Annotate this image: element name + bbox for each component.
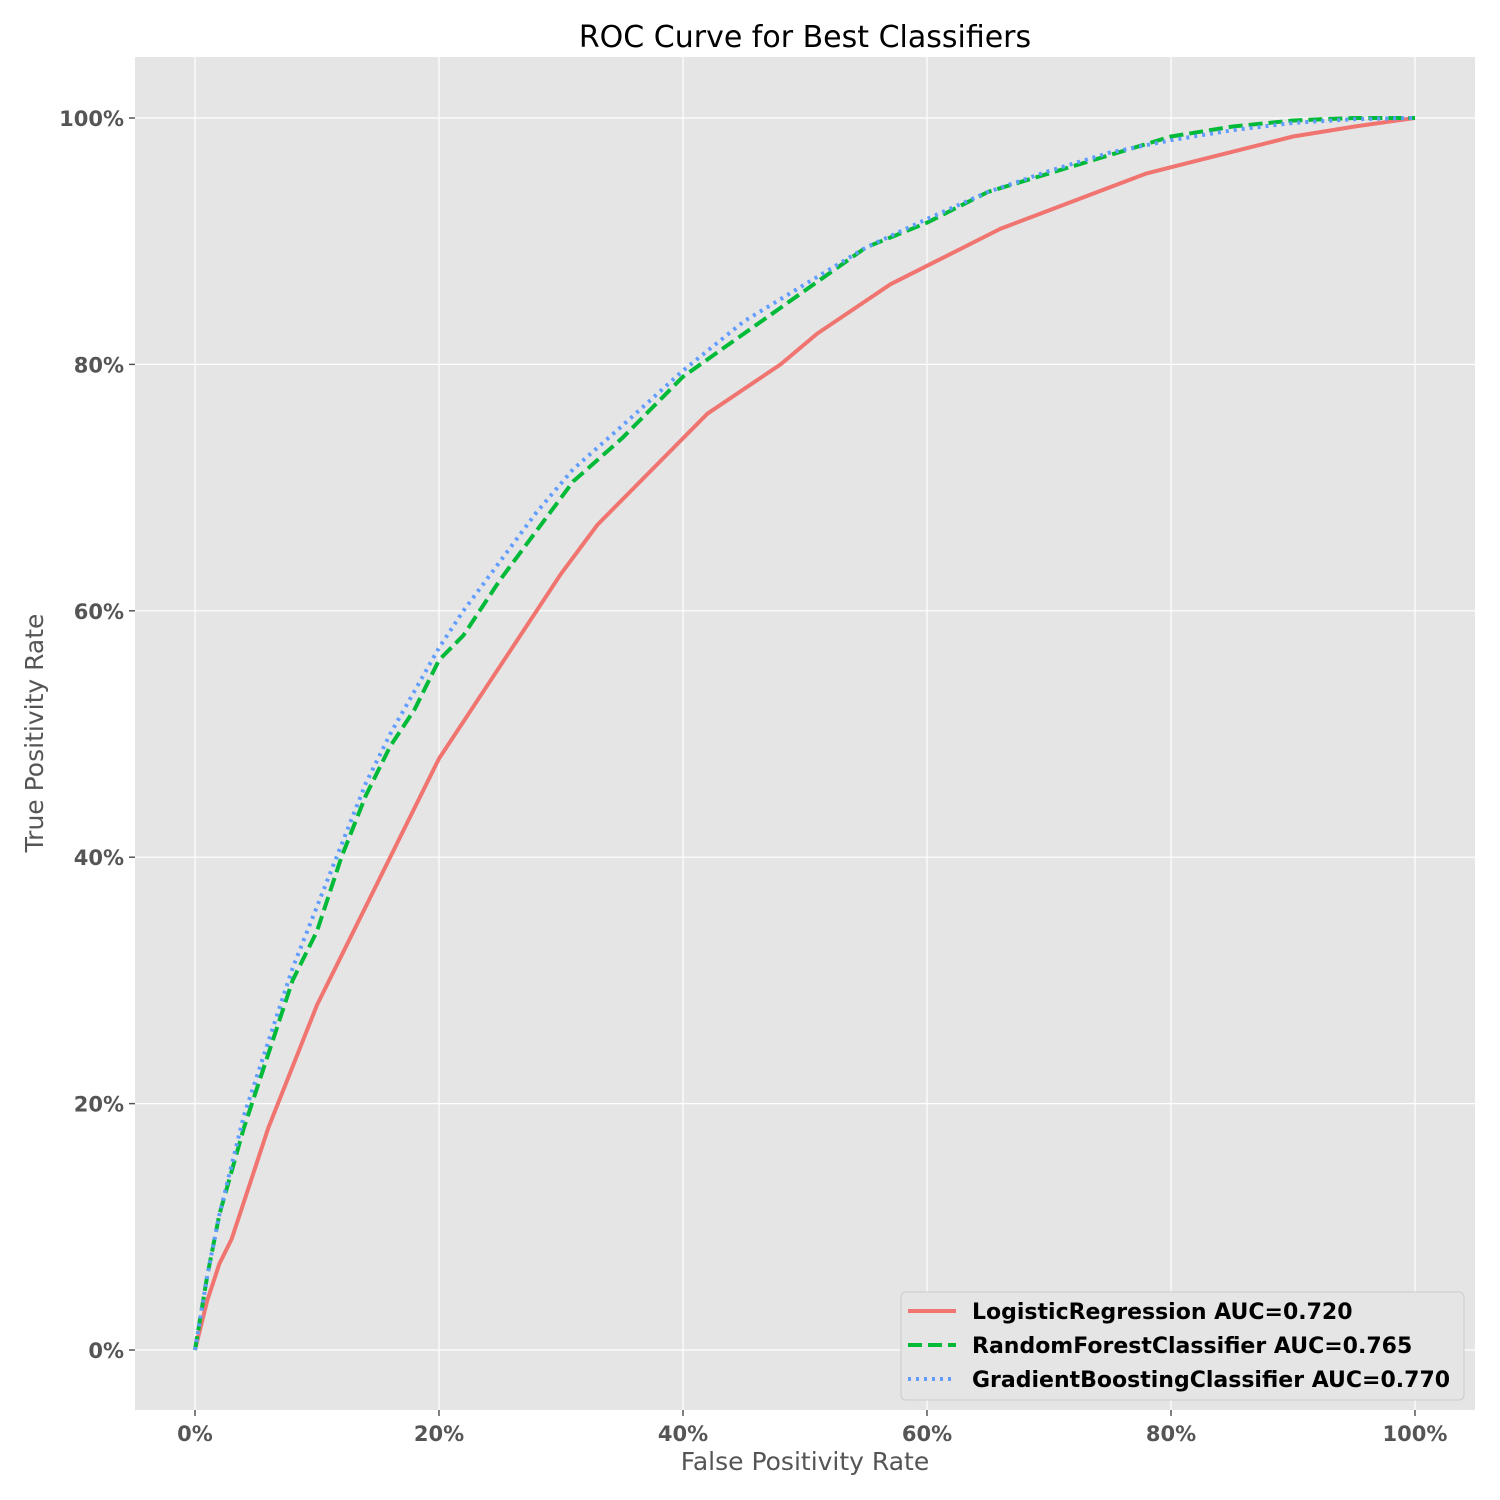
legend-label-3: GradientBoostingClassifier AUC=0.770	[972, 1368, 1450, 1393]
x-tick-label: 100%	[1383, 1422, 1448, 1446]
legend-label-1: LogisticRegression AUC=0.720	[972, 1300, 1353, 1325]
y-tick-label: 40%	[74, 846, 124, 870]
x-tick-label: 60%	[902, 1422, 952, 1446]
x-tick-label: 40%	[658, 1422, 708, 1446]
y-tick-label: 60%	[74, 600, 124, 624]
x-tick-label: 0%	[177, 1422, 213, 1446]
x-tick-labels: 0% 20% 40% 60% 80% 100%	[177, 1410, 1447, 1446]
series-lines	[193, 116, 1416, 1351]
y-axis-label: True Positivity Rate	[20, 614, 49, 854]
legend-label-2: RandomForestClassifier AUC=0.765	[972, 1334, 1412, 1359]
y-tick-labels: 0% 20% 40% 60% 80% 100%	[59, 107, 135, 1363]
x-tick-label: 20%	[414, 1422, 464, 1446]
x-axis-label: False Positivity Rate	[681, 1447, 930, 1476]
plot-area	[135, 57, 1475, 1410]
legend: LogisticRegression AUC=0.720 RandomForest…	[900, 1291, 1465, 1401]
y-tick-label: 20%	[74, 1093, 124, 1117]
grid-lines	[135, 57, 1475, 1410]
chart-title: ROC Curve for Best Classifiers	[579, 20, 1031, 55]
series-line-2	[193, 116, 1415, 1351]
y-tick-label: 0%	[88, 1339, 124, 1363]
y-tick-label: 100%	[59, 107, 124, 131]
x-tick-label: 80%	[1146, 1422, 1196, 1446]
legend-box	[900, 1291, 1465, 1401]
y-tick-label: 80%	[74, 353, 124, 377]
series-line-1	[193, 116, 1416, 1351]
